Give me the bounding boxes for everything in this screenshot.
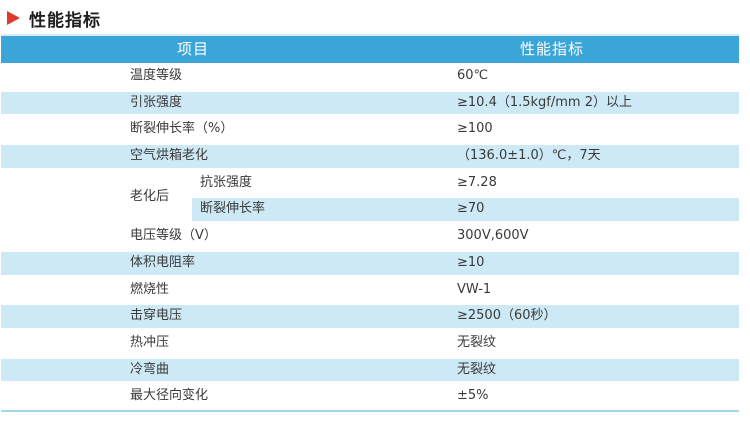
- sub-row-label: 断裂伸长率: [200, 201, 266, 217]
- row-value: （136.0±1.0）℃，7天: [457, 148, 601, 164]
- table-row: 热冲压 无裂纹: [1, 330, 739, 357]
- sub-row-label: 抗张强度: [200, 174, 253, 190]
- row-value: VW-1: [457, 281, 492, 297]
- section-title: 性能指标: [7, 5, 101, 31]
- row-value: 60℃: [457, 68, 489, 83]
- section-title-text: 性能指标: [29, 10, 101, 31]
- sub-row-value: ≥70: [457, 201, 485, 217]
- row-label: 热冲压: [130, 334, 170, 350]
- column-header-item: 项目: [176, 40, 209, 58]
- table-sub-row: 断裂伸长率 ≥70: [192, 196, 739, 223]
- row-label: 最大径向变化: [130, 388, 209, 404]
- table-row: 冷弯曲 无裂纹: [1, 357, 739, 384]
- right-arrowhead-icon: [7, 11, 20, 25]
- group-sub-rows: 抗张强度 ≥7.28 断裂伸长率 ≥70: [192, 170, 739, 223]
- row-label: 冷弯曲: [130, 361, 170, 377]
- row-value: ±5%: [457, 388, 489, 404]
- row-label: 电压等级（V）: [130, 228, 217, 244]
- aging-group-rows: 老化后 抗张强度 ≥7.28 断裂伸长率 ≥70: [1, 170, 739, 223]
- table-row: 断裂伸长率（%） ≥100: [1, 116, 739, 143]
- row-value: 无裂纹: [457, 361, 497, 377]
- table-row: 击穿电压 ≥2500（60秒）: [1, 303, 739, 330]
- row-value: 300V,600V: [457, 228, 529, 244]
- table-header-row: 项目 性能指标: [1, 36, 739, 63]
- row-label: 体积电阻率: [130, 254, 196, 270]
- table-row: 空气烘箱老化 （136.0±1.0）℃，7天: [1, 143, 739, 170]
- row-label: 温度等级: [130, 68, 183, 83]
- table-sub-row: 抗张强度 ≥7.28: [192, 170, 739, 197]
- table-top-border: [1, 34, 739, 36]
- spec-table: 项目 性能指标 温度等级 60℃ 引张强度 ≥10.4（1.5kgf/mm 2）…: [1, 34, 739, 412]
- table-row: 温度等级 60℃: [1, 63, 739, 90]
- row-value: 无裂纹: [457, 334, 497, 350]
- row-label: 引张强度: [130, 94, 183, 110]
- table-row: 最大径向变化 ±5%: [1, 383, 739, 410]
- table-row: 电压等级（V） 300V,600V: [1, 223, 739, 250]
- row-value: ≥10: [457, 254, 485, 270]
- table-bottom-border: [1, 409, 739, 412]
- group-label: 老化后: [130, 188, 170, 204]
- row-label: 燃烧性: [130, 281, 170, 297]
- table-row: 燃烧性 VW-1: [1, 277, 739, 304]
- table-row: 引张强度 ≥10.4（1.5kgf/mm 2）以上: [1, 90, 739, 117]
- row-value: ≥10.4（1.5kgf/mm 2）以上: [457, 94, 632, 110]
- row-label: 断裂伸长率（%）: [130, 121, 234, 137]
- row-value: ≥100: [457, 121, 493, 137]
- column-header-spec: 性能指标: [519, 40, 584, 58]
- row-label: 空气烘箱老化: [130, 148, 209, 164]
- table-row: 体积电阻率 ≥10: [1, 250, 739, 277]
- row-label: 击穿电压: [130, 308, 183, 324]
- sub-row-value: ≥7.28: [457, 174, 497, 190]
- row-value: ≥2500（60秒）: [457, 308, 557, 324]
